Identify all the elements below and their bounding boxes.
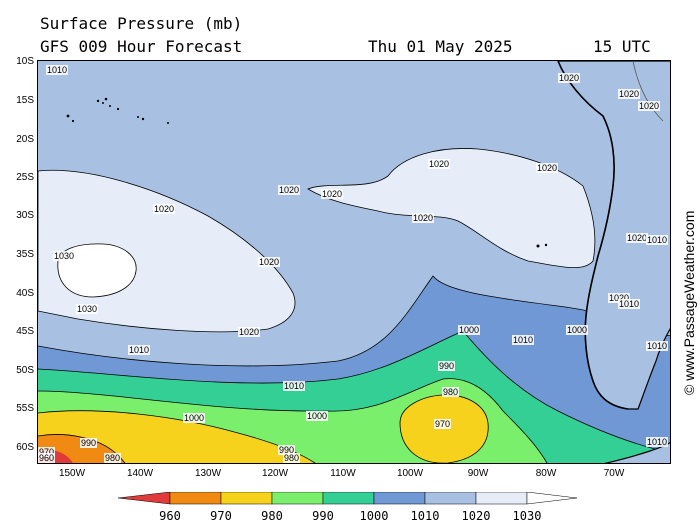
isobar-980-east xyxy=(399,394,489,463)
isobar-label: 1000 xyxy=(183,413,206,423)
chart-title: Surface Pressure (mb) xyxy=(40,14,243,33)
latitude-tick-label: 15S xyxy=(16,95,34,106)
isobar-label: 1030 xyxy=(76,304,99,314)
colorbar-segment xyxy=(475,491,528,505)
colorbar-level-label: 980 xyxy=(261,509,283,522)
longitude-tick-label: 150W xyxy=(58,468,86,479)
isobar-label: 980 xyxy=(283,453,301,463)
colorbar-segment xyxy=(220,491,273,505)
isobar-label: 970 xyxy=(38,447,56,457)
latitude-tick-label: 10S xyxy=(16,56,34,67)
isobar-label: 1020 xyxy=(153,204,176,214)
band-970-980-east xyxy=(400,394,489,463)
isobar-label: 990 xyxy=(438,361,456,371)
isobar-label: 1010 xyxy=(618,299,641,309)
colorbar-min-arrow xyxy=(117,491,171,505)
latitude-tick-label: 45S xyxy=(16,326,34,337)
isobar-label: 1020 xyxy=(626,233,649,243)
isobar-label: 1020 xyxy=(428,159,451,169)
forecast-subtitle: GFS 009 Hour Forecast xyxy=(40,37,243,56)
credit-text: © www.PassageWeather.com xyxy=(681,211,697,395)
colorbar-segment xyxy=(424,491,477,505)
isobar-label: 980 xyxy=(442,387,460,397)
chile-coastline xyxy=(557,61,629,410)
isobar-label: 1010 xyxy=(646,235,669,245)
isobar-990 xyxy=(38,378,548,463)
isobar-label: 960 xyxy=(38,453,56,463)
latitude-tick-label: 30S xyxy=(16,210,34,221)
isobar-label: 1020 xyxy=(321,189,344,199)
isobar-label: 990 xyxy=(80,438,98,448)
isobar-label: 1010 xyxy=(512,335,535,345)
colorbar-level-label: 970 xyxy=(210,509,232,522)
isobar-label: 970 xyxy=(434,419,452,429)
colorbar-svg: 960 970 980 990 1000 1010 1020 1030 xyxy=(117,491,578,523)
colorbar-level-label: 960 xyxy=(159,509,181,522)
colorbar-level-label: 1030 xyxy=(513,509,542,522)
latitude-tick-label: 20S xyxy=(16,134,34,145)
colorbar-segment xyxy=(373,491,426,505)
isobar-label: 1010 xyxy=(128,345,151,355)
colorbar-max-arrow xyxy=(526,491,578,505)
isobar-label: 1020 xyxy=(238,327,261,337)
forecast-date: Thu 01 May 2025 xyxy=(368,37,513,56)
andes-border xyxy=(632,61,664,122)
colorbar-level-label: 990 xyxy=(312,509,334,522)
pacific-islands xyxy=(66,97,548,248)
isobar-label: 1010 xyxy=(646,341,669,351)
isobar-label: 1010 xyxy=(646,437,669,447)
colorbar-segment xyxy=(271,491,324,505)
website-credit: © www.PassageWeather.com xyxy=(678,155,700,405)
latitude-tick-label: 50S xyxy=(16,365,34,376)
isobar-label: 980 xyxy=(104,453,122,463)
isobar-label: 1010 xyxy=(283,381,306,391)
longitude-tick-label: 90W xyxy=(467,468,489,479)
latitude-tick-label: 35S xyxy=(16,249,34,260)
colorbar-level-label: 1010 xyxy=(411,509,440,522)
isobar-1000 xyxy=(38,330,670,453)
pressure-map-svg xyxy=(38,61,670,463)
isobar-970 xyxy=(38,434,126,463)
isobar-label: 1000 xyxy=(306,411,329,421)
colorbar-level-label: 1000 xyxy=(360,509,389,522)
longitude-tick-label: 130W xyxy=(194,468,222,479)
isobar-label: 1000 xyxy=(566,325,589,335)
longitude-tick-label: 120W xyxy=(261,468,289,479)
credit-svg: © www.PassageWeather.com xyxy=(681,211,697,395)
latitude-tick-label: 40S xyxy=(16,288,34,299)
isobar-label: 1020 xyxy=(258,257,281,267)
pressure-colorbar: 960 970 980 990 1000 1010 1020 1030 xyxy=(117,491,583,523)
pressure-map: 1010 1020 1020 1020 1020 1020 1020 1030 1030 1020… xyxy=(37,60,671,464)
isobar-label: 1020 xyxy=(558,73,581,83)
colorbar-level-label: 1020 xyxy=(462,509,491,522)
longitude-tick-label: 100W xyxy=(396,468,424,479)
forecast-time: 15 UTC xyxy=(593,37,651,56)
high-pressure-east xyxy=(307,148,596,268)
isobar-label: 1020 xyxy=(618,89,641,99)
longitude-tick-label: 70W xyxy=(603,468,625,479)
latitude-tick-label: 55S xyxy=(16,403,34,414)
isobar-1010 xyxy=(38,275,670,367)
isobar-label: 1010 xyxy=(46,65,69,75)
isobar-label: 1020 xyxy=(278,185,301,195)
longitude-tick-label: 140W xyxy=(126,468,154,479)
colorbar-segment xyxy=(169,491,222,505)
isobar-label: 1020 xyxy=(536,163,559,173)
colorbar-segment xyxy=(322,491,375,505)
isobar-label: 1020 xyxy=(412,213,435,223)
isobar-label: 1020 xyxy=(608,293,631,303)
high-pressure-core xyxy=(57,243,137,298)
isobar-label: 1000 xyxy=(458,325,481,335)
isobar-label: 1020 xyxy=(638,101,661,111)
longitude-tick-label: 110W xyxy=(330,468,356,479)
isobar-label: 1030 xyxy=(53,251,76,261)
isobar-label: 990 xyxy=(278,445,296,455)
latitude-tick-label: 60S xyxy=(16,442,34,453)
longitude-tick-label: 80W xyxy=(535,468,557,479)
latitude-tick-label: 25S xyxy=(16,172,34,183)
